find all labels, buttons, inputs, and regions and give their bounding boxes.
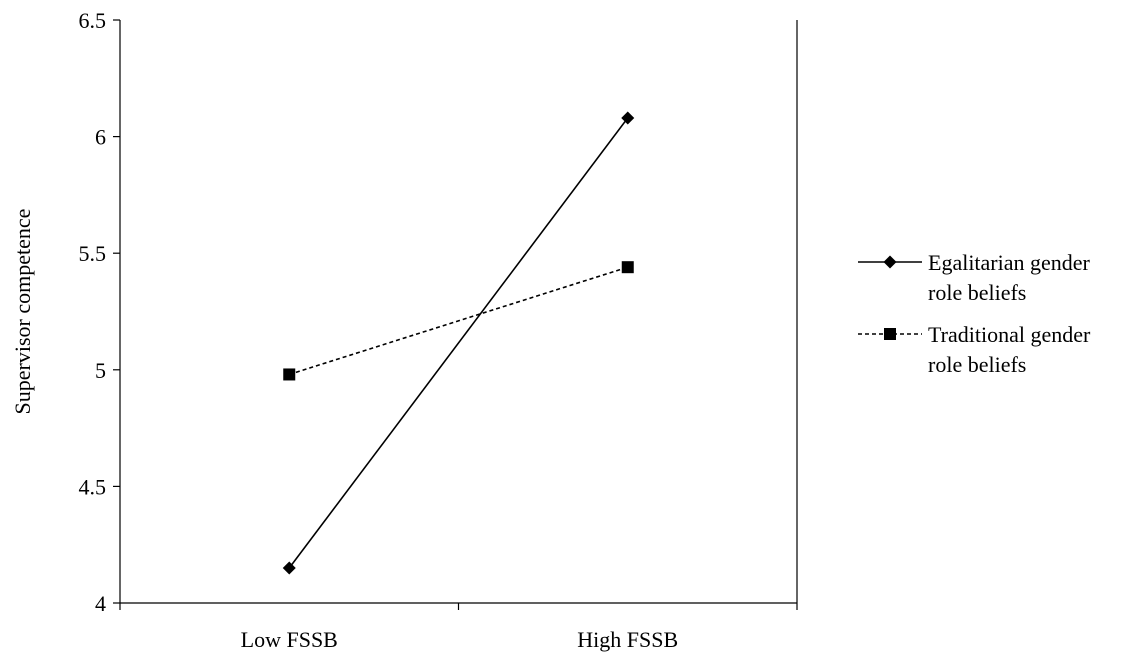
series-line bbox=[288, 117, 629, 569]
series bbox=[282, 111, 635, 575]
x-category-label: High FSSB bbox=[577, 627, 678, 652]
y-ticks: 4 4.5 5 5.5 6 6.5 bbox=[79, 8, 120, 616]
y-tick-label: 6.5 bbox=[79, 8, 107, 33]
y-tick-label: 5 bbox=[95, 358, 106, 383]
y-tick-label: 4.5 bbox=[79, 474, 107, 499]
y-tick-label: 4 bbox=[95, 591, 106, 616]
x-ticks: Low FSSB High FSSB bbox=[119, 603, 798, 652]
legend-label: role beliefs bbox=[928, 280, 1026, 305]
y-tick-label: 5.5 bbox=[79, 241, 107, 266]
axes bbox=[119, 20, 798, 604]
data-point-marker bbox=[621, 111, 635, 125]
data-point-marker bbox=[282, 561, 296, 575]
y-axis-title: Supervisor competence bbox=[10, 209, 35, 415]
x-category-label: Low FSSB bbox=[241, 627, 338, 652]
legend-label: role beliefs bbox=[928, 352, 1026, 377]
legend-marker bbox=[884, 328, 896, 340]
data-point-marker bbox=[621, 261, 634, 274]
data-point-marker bbox=[283, 368, 296, 381]
legend: Egalitarian gender role beliefs Traditiona… bbox=[858, 250, 1091, 377]
legend-marker bbox=[883, 255, 897, 269]
legend-label: Traditional gender bbox=[928, 322, 1091, 347]
y-tick-label: 6 bbox=[95, 125, 106, 150]
legend-label: Egalitarian gender bbox=[928, 250, 1091, 275]
series-2 bbox=[283, 261, 634, 381]
series-line bbox=[289, 266, 628, 376]
series-1 bbox=[282, 111, 635, 575]
